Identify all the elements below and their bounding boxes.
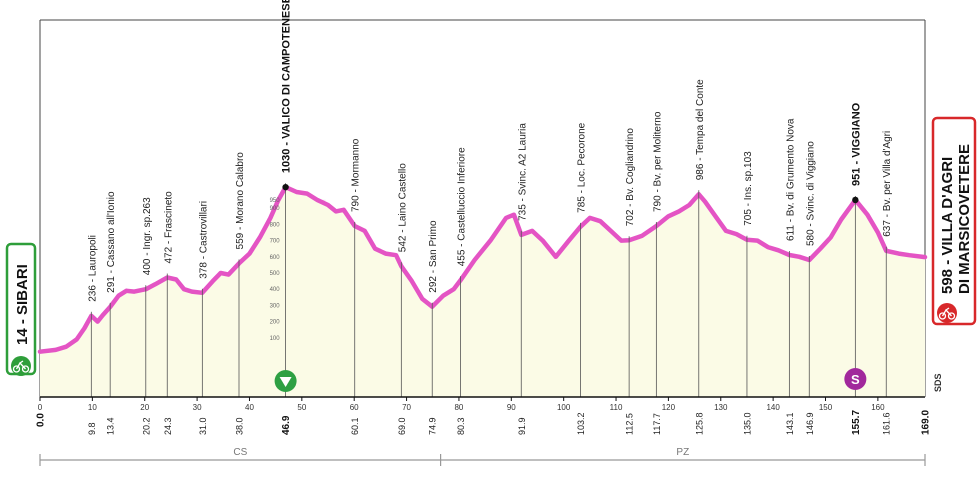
waypoint-label: 378 - Castrovillari <box>198 201 209 279</box>
waypoint-label: 611 - Bv. di Grumento Nova <box>785 118 796 241</box>
km-label: 80.3 <box>456 417 466 435</box>
waypoint-label: 292 - San Primo <box>428 220 439 293</box>
scale-label: 600 <box>270 255 281 261</box>
km-label: 155.7 <box>851 410 862 435</box>
scale-label: 800 <box>270 222 281 228</box>
waypoint-label: 542 - Laino Castello <box>397 163 408 252</box>
waypoint-label: 790 - Bv. per Moliterno <box>652 111 663 212</box>
km-label: 24.3 <box>163 417 173 435</box>
km-label: 91.9 <box>517 417 527 435</box>
waypoint-label: 472 - Frascineto <box>163 191 174 264</box>
waypoint-label: 785 - Loc. Pecorone <box>576 122 587 212</box>
waypoint-label: 951 - VIGGIANO <box>850 102 862 186</box>
x-tick-label: 120 <box>662 403 676 412</box>
km-label: 9.8 <box>87 422 97 435</box>
summit-dot <box>282 183 289 191</box>
finish-label-line1: 598 - VILLA D'AGRI <box>939 157 956 294</box>
corner-text: SDS <box>933 373 943 392</box>
x-tick-label: 160 <box>871 403 885 412</box>
x-tick-label: 70 <box>402 403 411 412</box>
x-tick-label: 10 <box>88 403 97 412</box>
elevation-scale: 100 200 300 400 500 600 700 800 900 950 <box>270 198 281 342</box>
waypoint-label: 986 - Tempa del Conte <box>695 79 706 180</box>
x-tick-label: 90 <box>507 403 516 412</box>
elevation-area <box>37 184 928 397</box>
waypoint-label: 559 - Morano Calabro <box>235 152 246 250</box>
km-label: 74.9 <box>428 417 438 435</box>
waypoint-label: 705 - Ins. sp.103 <box>743 151 754 226</box>
scale-label: 900 <box>270 206 281 212</box>
elevation-line <box>37 184 928 354</box>
scale-label: 500 <box>270 271 281 277</box>
x-tick-label: 150 <box>819 403 833 412</box>
x-tick-label: 0 <box>38 403 43 412</box>
province-bar: CS PZ <box>39 447 926 466</box>
waypoint-label: 580 - Svinc. di Viggiano <box>805 141 816 246</box>
sprint-badge-letter: S <box>851 372 860 387</box>
x-tick-label: 110 <box>610 403 623 412</box>
sprint-dot <box>852 196 859 204</box>
waypoint-label: 702 - Bv. Cogliandrino <box>625 128 636 227</box>
scale-label: 200 <box>270 320 281 326</box>
x-tick-label: 60 <box>350 403 359 412</box>
km-label: 135.0 <box>742 412 752 435</box>
cyclist-icon <box>11 356 31 376</box>
scale-label: 400 <box>270 287 281 293</box>
waypoint-label: 291 - Cassano all'Ionio <box>106 191 117 293</box>
km-label-start: 0.0 <box>36 413 47 427</box>
scale-label: 300 <box>270 303 281 309</box>
km-label: 125.8 <box>694 412 704 435</box>
waypoint-label: 455 - Castelluccio Inferiore <box>457 147 468 266</box>
scale-label: 950 <box>270 198 281 204</box>
km-label: 46.9 <box>281 415 292 435</box>
x-tick-label: 140 <box>766 403 780 412</box>
start-badge: 14 - SIBARI <box>5 242 37 376</box>
waypoint-label: 735 - Svinc. A2 Lauria <box>517 123 528 221</box>
x-tick-label: 30 <box>193 403 202 412</box>
x-tick-label: 80 <box>454 403 463 412</box>
waypoint-lines <box>90 183 887 397</box>
sprint-badge-icon <box>844 368 867 390</box>
waypoint-label: 400 - Ingr. sp.263 <box>142 197 153 275</box>
x-tick-label: 40 <box>245 403 254 412</box>
waypoint-label: 637 - Bv. per Villa d'Agri <box>882 131 893 237</box>
x-axis: 9.8 13.4 20.2 24.3 31.0 38.0 46.9 60.1 69.0 74.9 8… <box>36 396 932 435</box>
scale-label: 100 <box>270 336 281 342</box>
province-name: CS <box>233 447 247 458</box>
waypoint-labels: 236 - Lauropoli 291 - Cassano all'Ionio 40… <box>87 0 893 302</box>
start-label: 14 - SIBARI <box>14 264 31 345</box>
waypoint-label: 1030 - VALICO DI CAMPOTENESE <box>281 0 293 173</box>
elevation-fill <box>40 187 925 397</box>
province-name: PZ <box>676 447 689 458</box>
finish-label-line2: DI MARSICOVETERE <box>956 144 973 294</box>
scale-label: 700 <box>270 239 281 245</box>
x-tick-label: 50 <box>297 403 306 412</box>
finish-badge: 598 - VILLA D'AGRI DI MARSICOVETERE <box>931 116 977 326</box>
waypoint-label: 236 - Lauropoli <box>87 235 98 302</box>
km-label: 103.2 <box>576 412 586 435</box>
km-label: 143.1 <box>785 412 795 435</box>
km-label: 31.0 <box>198 417 208 435</box>
x-tick-label: 130 <box>714 403 728 412</box>
km-label: 20.2 <box>141 417 151 435</box>
km-label: 38.0 <box>234 417 244 435</box>
km-label: 60.1 <box>350 417 360 435</box>
km-label: 117.7 <box>652 413 662 435</box>
km-label: 161.6 <box>882 412 892 435</box>
x-tick-label: 100 <box>557 403 571 412</box>
km-label: 13.4 <box>106 417 116 435</box>
markers: S <box>274 183 867 392</box>
km-label: 69.0 <box>397 417 407 435</box>
cyclist-icon <box>937 303 957 323</box>
km-label-finish: 169.0 <box>921 410 932 435</box>
mountain-triangle-glyph <box>279 377 292 387</box>
waypoint-label: 790 - Mormanno <box>351 138 362 212</box>
km-label: 146.9 <box>805 412 815 435</box>
km-label: 112.5 <box>625 413 635 435</box>
x-tick-label: 20 <box>140 403 149 412</box>
